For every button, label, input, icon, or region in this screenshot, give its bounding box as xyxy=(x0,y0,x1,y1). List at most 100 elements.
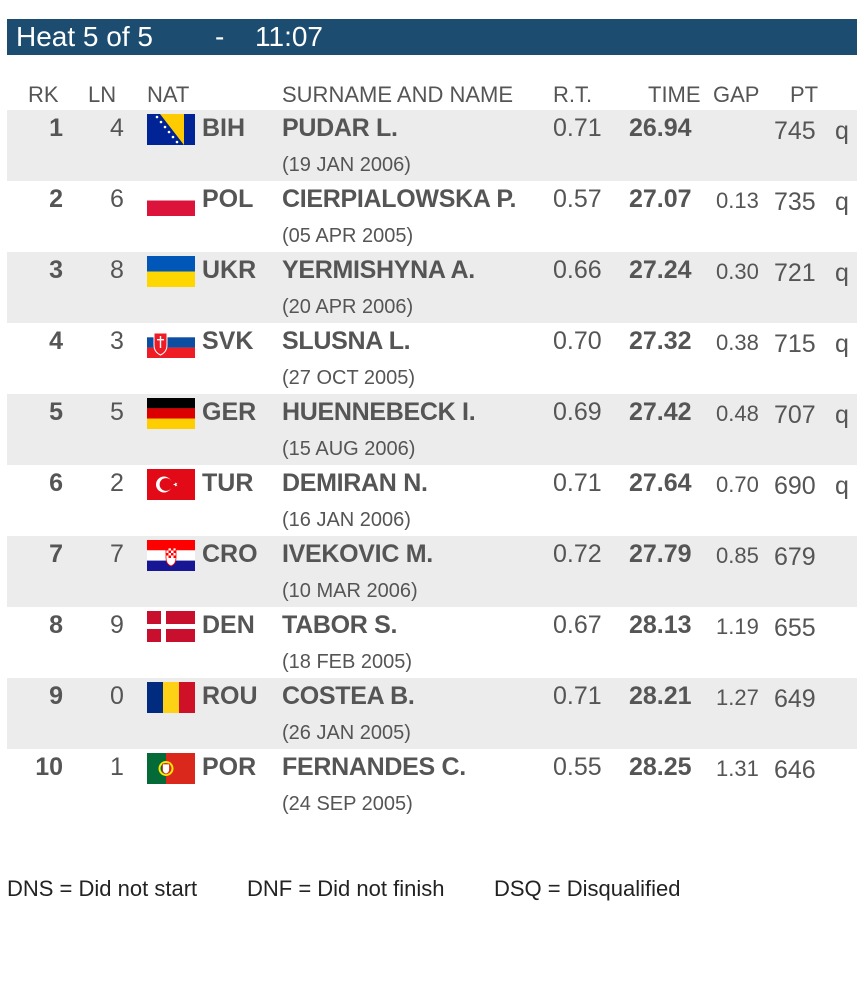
reaction-time: 0.72 xyxy=(553,540,602,568)
birth-date: (15 AUG 2006) xyxy=(282,438,416,460)
table-row: 3 8 UKR YERMISHYNA A. (20 APR 2006) 0.66 27.24… xyxy=(7,252,857,323)
table-row: 2 6 POL CIERPIALOWSKA P. (05 APR 2005) 0.57 27… xyxy=(7,181,857,252)
reaction-time: 0.71 xyxy=(553,114,602,142)
athlete-name: SLUSNA L. xyxy=(282,327,411,355)
heat-label: Heat 5 of 5 xyxy=(16,21,153,52)
pol-flag-icon xyxy=(147,185,195,216)
nat-code: POR xyxy=(202,753,257,781)
table-row: 9 0 ROU COSTEA B. (26 JAN 2005) 0.71 28.21 1.27… xyxy=(7,678,857,749)
nat-code: CRO xyxy=(202,540,258,568)
time-gap: 0.30 xyxy=(716,259,759,284)
col-header-ln: LN xyxy=(88,82,117,107)
lane-cell: 3 xyxy=(110,327,124,355)
table-row: 7 7 CRO IVEKOVIC M. (10 MAR 2006) 0.72 27.79 0.… xyxy=(7,536,857,607)
points: 735 xyxy=(774,188,816,216)
heat-separator: - xyxy=(215,21,225,52)
qualified-mark: q xyxy=(835,188,849,216)
col-header-pt: PT xyxy=(790,82,819,107)
points: 655 xyxy=(774,614,816,642)
time-gap: 1.27 xyxy=(716,685,759,710)
reaction-time: 0.55 xyxy=(553,753,602,781)
race-time: 28.21 xyxy=(629,682,692,710)
svk-flag-icon xyxy=(147,327,195,358)
birth-date: (24 SEP 2005) xyxy=(282,793,413,815)
qualified-mark: q xyxy=(835,472,849,500)
legend-dnf: DNF = Did not finish xyxy=(247,876,445,901)
heat-banner: Heat 5 of 5 - 11:07 xyxy=(7,19,857,55)
tur-flag-icon xyxy=(147,469,195,500)
points: 690 xyxy=(774,472,816,500)
nat-code: POL xyxy=(202,185,254,213)
lane-cell: 2 xyxy=(110,469,124,497)
lane-cell: 8 xyxy=(110,256,124,284)
nat-code: GER xyxy=(202,398,257,426)
qualified-mark: q xyxy=(835,330,849,358)
nat-code: BIH xyxy=(202,114,246,142)
table-row: 8 9 DEN TABOR S. (18 FEB 2005) 0.67 28.13 1.19 6… xyxy=(7,607,857,678)
qualified-mark: q xyxy=(835,117,849,145)
reaction-time: 0.66 xyxy=(553,256,602,284)
rank-cell: 4 xyxy=(49,327,63,355)
col-header-rk: RK xyxy=(28,82,59,107)
ukr-flag-icon xyxy=(147,256,195,287)
nat-code: UKR xyxy=(202,256,257,284)
rank-cell: 8 xyxy=(49,611,63,639)
table-row: 4 3 SVK SLUSNA L. (27 OCT 2005) 0.70 27.32 0.38… xyxy=(7,323,857,394)
points: 745 xyxy=(774,117,816,145)
athlete-name: PUDAR L. xyxy=(282,114,398,142)
athlete-name: HUENNEBECK I. xyxy=(282,398,476,426)
rank-cell: 10 xyxy=(35,753,63,781)
points: 707 xyxy=(774,401,816,429)
time-gap: 0.38 xyxy=(716,330,759,355)
ger-flag-icon xyxy=(147,398,195,429)
lane-cell: 6 xyxy=(110,185,124,213)
rank-cell: 1 xyxy=(49,114,63,142)
table-row: 1 4 BIH PUDAR L. (19 JAN 2006) 0.71 26.94 745 q xyxy=(7,110,857,181)
nat-code: SVK xyxy=(202,327,254,355)
rank-cell: 9 xyxy=(49,682,63,710)
athlete-name: FERNANDES C. xyxy=(282,753,466,781)
lane-cell: 1 xyxy=(110,753,124,781)
reaction-time: 0.70 xyxy=(553,327,602,355)
athlete-name: COSTEA B. xyxy=(282,682,415,710)
rank-cell: 7 xyxy=(49,540,63,568)
time-gap: 1.31 xyxy=(716,756,759,781)
rank-cell: 6 xyxy=(49,469,63,497)
points: 715 xyxy=(774,330,816,358)
nat-code: ROU xyxy=(202,682,258,710)
heat-clock: 11:07 xyxy=(255,21,323,52)
race-time: 27.24 xyxy=(629,256,692,284)
athlete-name: IVEKOVIC M. xyxy=(282,540,433,568)
lane-cell: 9 xyxy=(110,611,124,639)
athlete-name: CIERPIALOWSKA P. xyxy=(282,185,517,213)
nat-code: DEN xyxy=(202,611,255,639)
table-row: 10 1 POR FERNANDES C. (24 SEP 2005) 0.55 28.25… xyxy=(7,749,857,820)
legend-dsq: DSQ = Disqualified xyxy=(494,876,681,901)
points: 649 xyxy=(774,685,816,713)
race-time: 28.13 xyxy=(629,611,692,639)
legend-dns: DNS = Did not start xyxy=(7,876,198,901)
lane-cell: 5 xyxy=(110,398,124,426)
points: 679 xyxy=(774,543,816,571)
reaction-time: 0.69 xyxy=(553,398,602,426)
qualified-mark: q xyxy=(835,259,849,287)
col-header-name: SURNAME AND NAME xyxy=(282,82,514,107)
col-header-rt: R.T. xyxy=(553,82,593,107)
col-header-gap: GAP xyxy=(713,82,760,107)
time-gap: 1.19 xyxy=(716,614,759,639)
birth-date: (16 JAN 2006) xyxy=(282,509,411,531)
athlete-name: TABOR S. xyxy=(282,611,398,639)
reaction-time: 0.67 xyxy=(553,611,602,639)
race-time: 28.25 xyxy=(629,753,692,781)
lane-cell: 7 xyxy=(110,540,124,568)
birth-date: (18 FEB 2005) xyxy=(282,651,413,673)
race-time: 27.42 xyxy=(629,398,692,426)
reaction-time: 0.71 xyxy=(553,682,602,710)
reaction-time: 0.71 xyxy=(553,469,602,497)
birth-date: (19 JAN 2006) xyxy=(282,154,411,176)
race-time: 27.64 xyxy=(629,469,692,497)
race-time: 27.07 xyxy=(629,185,692,213)
athlete-name: YERMISHYNA A. xyxy=(282,256,475,284)
table-row: 6 2 TUR DEMIRAN N. (16 JAN 2006) 0.71 27.64 0.7… xyxy=(7,465,857,536)
time-gap: 0.85 xyxy=(716,543,759,568)
